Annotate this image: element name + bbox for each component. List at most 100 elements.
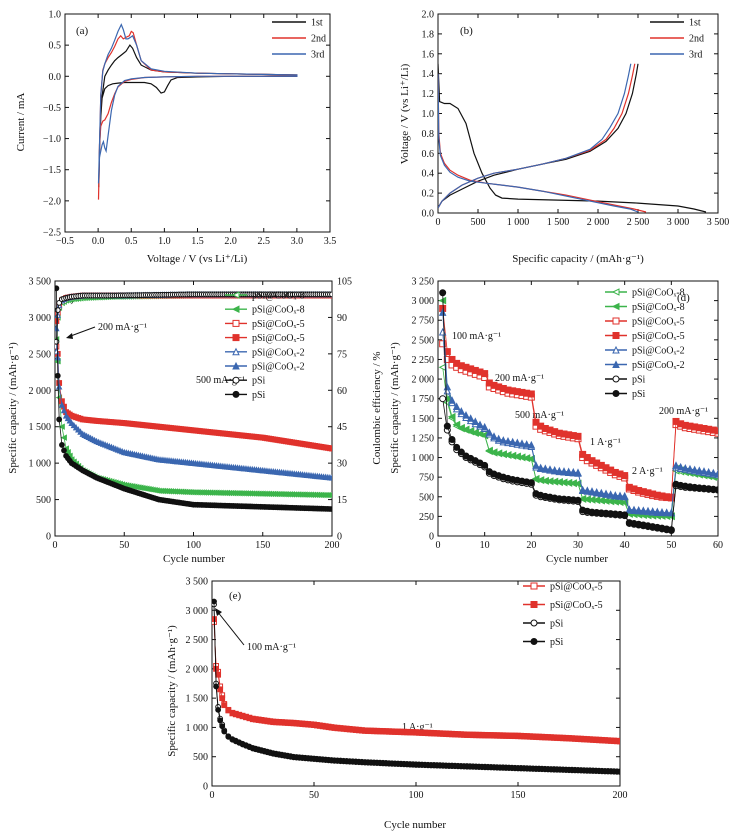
panel-d-data-point	[532, 418, 540, 426]
panel-c-ytick-label: 1 000	[29, 459, 52, 470]
panel-a-xtick-label: 3.0	[291, 236, 304, 247]
panel-d-data-point	[574, 496, 582, 504]
panel-d-legend-label: pSi	[632, 389, 646, 400]
panel-e-annotation-arrow	[216, 610, 245, 646]
panel-d-data-point	[439, 395, 447, 403]
panel-d-data-point	[714, 486, 718, 494]
panel-d-legend-marker	[612, 332, 620, 339]
panel-c-legend-marker	[232, 361, 240, 370]
panel-b-xtick-label: 1 500	[547, 217, 570, 228]
panel-d-data-point	[714, 469, 718, 478]
panel-d-data-point	[499, 436, 508, 444]
panel-d-data-point	[466, 414, 475, 422]
panel-d-data-point	[704, 467, 713, 476]
panel-e-data-point	[225, 733, 232, 740]
panel-d-data-point	[695, 466, 704, 474]
panel-d-data-point	[611, 491, 620, 499]
panel-d-legend-marker	[612, 317, 620, 325]
panel-b-label: (b)	[460, 25, 473, 37]
panel-c-legend-label: pSi@CoOₓ-8	[252, 291, 305, 302]
panel-a-ytick-label: −1.0	[43, 134, 61, 145]
panel-c-legend-label: pSi	[252, 390, 266, 401]
panel-e-data-point	[217, 717, 224, 724]
panel-c-legend-label: pSi@CoOₓ-5	[252, 319, 305, 330]
panel-c-y2tick-label: 105	[337, 277, 352, 288]
panel-d-data-point	[457, 407, 466, 415]
panel-e-label: (e)	[229, 590, 242, 602]
panel-c-data-point	[58, 423, 65, 430]
panel-d-label: (d)	[677, 292, 690, 304]
panel-a-legend-label: 3rd	[311, 50, 324, 61]
panel-d-data-point	[532, 461, 540, 469]
panel-e-data-point	[213, 683, 219, 690]
panel-e-ylabel: Specific capacity / (mAh·g⁻¹)	[166, 625, 178, 757]
panel-c-data-point	[55, 285, 60, 292]
panel-d-data-point	[709, 468, 718, 477]
panel-a-legend-label: 2nd	[311, 34, 326, 45]
panel-b-xtick-label: 2 000	[587, 217, 610, 228]
panel-e-xtick-label: 50	[309, 790, 319, 801]
panel-c-y2tick-label: 60	[337, 386, 347, 397]
panel-c-ytick-label: 1 500	[29, 422, 52, 433]
panel-d-data-point	[462, 411, 470, 419]
panel-b-xtick-label: 500	[471, 217, 486, 228]
panel-d-data-point	[658, 507, 666, 516]
panel-d-data-point	[560, 467, 568, 475]
panel-c-plot-area	[55, 285, 332, 512]
panel-e-data-point	[221, 728, 228, 735]
panel-e-chart: (e) Cycle number Specific capacity / (mA…	[166, 577, 628, 832]
panel-e-xtick-label: 0	[210, 790, 215, 801]
panel-b-series-1st-line	[438, 63, 707, 213]
panel-b-ytick-label: 1.0	[422, 109, 435, 120]
panel-a-xtick-label: 0.0	[92, 236, 105, 247]
panel-e-legend-marker	[530, 601, 538, 608]
panel-d-data-point	[476, 420, 484, 429]
panel-e-data-point	[617, 738, 620, 745]
panel-c-legend-marker	[232, 376, 240, 384]
panel-a-series-3rd-line	[97, 23, 298, 184]
panel-e-ytick-label: 2 000	[186, 664, 209, 675]
panel-b-series-3rd-line	[438, 63, 632, 209]
panel-d-ytick-label: 2 500	[412, 335, 435, 346]
panel-c-y2tick-label: 0	[337, 532, 342, 543]
panel-d-data-point	[564, 467, 573, 476]
panel-c-ylabel: Specific capacity / (mAh·g⁻¹)	[7, 342, 19, 474]
panel-d-data-point	[606, 490, 615, 498]
panel-d-ytick-label: 250	[419, 512, 434, 523]
panel-a-ytick-label: 0.5	[49, 41, 62, 52]
panel-c-annotation-500: 500 mA·g⁻¹	[196, 375, 245, 386]
panel-d-xtick-label: 50	[666, 540, 676, 551]
panel-d-xtick-label: 10	[480, 540, 490, 551]
panel-d-data-point	[494, 434, 503, 443]
panel-d-data-point	[522, 440, 531, 448]
panel-c-legend-marker	[231, 291, 240, 299]
panel-d-ytick-label: 1 750	[412, 394, 435, 405]
panel-c-ytick-label: 0	[46, 532, 51, 543]
panel-d-data-point	[592, 487, 601, 496]
panel-d-ytick-label: 750	[419, 473, 434, 484]
panel-a-ytick-label: 1.0	[49, 10, 62, 21]
panel-d-data-point	[569, 467, 578, 476]
panel-c-xtick-label: 200	[325, 540, 340, 551]
panel-d-data-point	[550, 465, 559, 474]
panel-d-plot-area	[438, 289, 718, 535]
panel-e-legend-label: pSi@CoOₓ-5	[550, 582, 603, 593]
panel-a-xlabel: Voltage / V (vs Li⁺/Li)	[147, 253, 248, 265]
panel-d-data-point	[714, 427, 718, 435]
panel-d-data-point	[541, 464, 550, 473]
panel-e-data-point	[219, 723, 226, 730]
panel-e-xtick-label: 150	[511, 790, 526, 801]
panel-d-data-point	[648, 507, 657, 515]
panel-d-legend-label: pSi@CoOₓ-5	[632, 317, 685, 328]
panel-d-data-point	[690, 465, 699, 474]
panel-e-data-point	[221, 702, 228, 709]
panel-c-data-point	[61, 447, 67, 454]
panel-b-ytick-label: 2.0	[422, 10, 435, 21]
panel-d-ytick-label: 2 750	[412, 316, 435, 327]
panel-b-xtick-label: 3 000	[667, 217, 690, 228]
panel-e-ytick-label: 0	[203, 782, 208, 793]
panel-e-data-point	[219, 695, 226, 702]
panel-c-data-point	[56, 416, 63, 423]
panel-a-ytick-label: 0.0	[49, 72, 62, 83]
